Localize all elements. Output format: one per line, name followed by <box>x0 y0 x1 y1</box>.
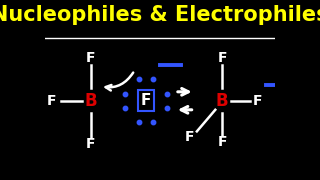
Text: F: F <box>253 94 263 108</box>
Text: B: B <box>216 92 228 110</box>
Text: F: F <box>86 51 96 65</box>
Text: F: F <box>218 51 227 65</box>
Text: F: F <box>185 130 195 144</box>
Text: B: B <box>84 92 97 110</box>
Text: F: F <box>86 137 96 151</box>
Text: F: F <box>47 94 56 108</box>
Text: F: F <box>141 93 151 108</box>
Text: F: F <box>218 135 227 149</box>
Text: Nucleophiles & Electrophiles: Nucleophiles & Electrophiles <box>0 5 320 25</box>
